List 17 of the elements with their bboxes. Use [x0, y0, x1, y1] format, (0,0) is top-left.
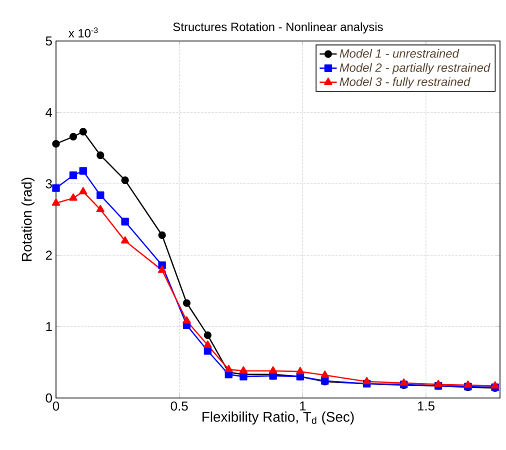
- y-tick-label: 1: [46, 322, 52, 332]
- legend-label: Model 2 - partially restrained: [340, 63, 490, 74]
- y-tick-label: 3: [46, 179, 52, 188]
- legend-label: Model 3 - fully restrained: [340, 77, 471, 88]
- text: x 10$^{-3}$: [68, 27, 98, 38]
- y-tick-label: 5: [46, 36, 52, 46]
- x-tick-label: 1.5: [418, 402, 434, 411]
- x-tick-label: 1: [300, 402, 306, 410]
- x-axis-title: Flexibility Ratio, T$_{d}$ (Sec): [202, 412, 354, 425]
- y-tick-label: 0: [46, 393, 52, 403]
- y-axis-title: Rotation (rad): [21, 178, 34, 261]
- y-tick-label: 4: [46, 108, 52, 117]
- y-tick-label: 2: [46, 250, 52, 260]
- x-tick-label: 0.5: [170, 402, 188, 411]
- legend-label: Model 1 - unrestrained: [340, 48, 460, 58]
- chart-title: Structures Rotation - Nonlinear analysis: [173, 22, 383, 34]
- x-tick-label: 0: [52, 402, 60, 411]
